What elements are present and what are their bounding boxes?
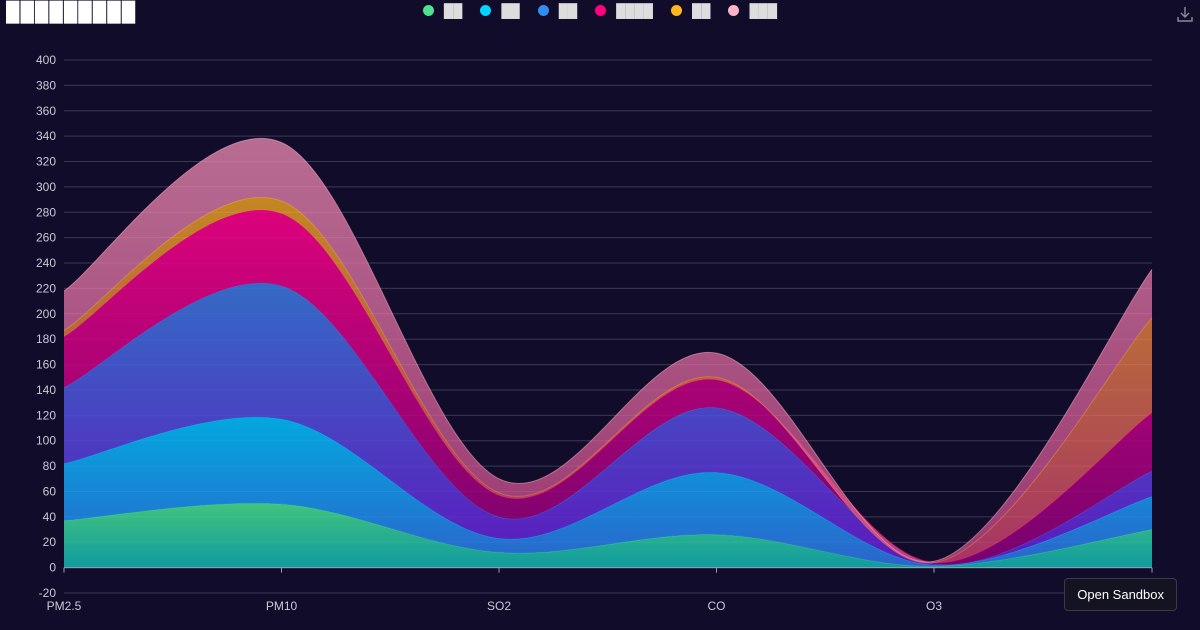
legend-label: ██ (501, 3, 520, 18)
legend-dot (728, 5, 740, 16)
legend-item[interactable]: ██ (480, 3, 520, 18)
x-tick-label: O3 (926, 599, 942, 613)
y-tick-label: 340 (36, 129, 56, 143)
y-tick-label: 360 (36, 104, 56, 118)
y-tick-label: 320 (36, 155, 56, 169)
legend-item[interactable]: ██ (422, 3, 463, 18)
y-tick-label: 300 (36, 180, 56, 194)
chart-title: █████████ (6, 2, 137, 23)
legend-item[interactable]: ██ (537, 3, 578, 18)
y-tick-label: 380 (36, 78, 56, 92)
legend-dot (480, 5, 492, 16)
download-icon[interactable] (1176, 5, 1194, 23)
y-tick-label: 140 (36, 383, 56, 397)
legend-label: ████ (616, 3, 654, 18)
x-tick-label: SO2 (487, 599, 511, 613)
y-tick-label: 80 (43, 459, 57, 473)
chart-legend: ██ ██ ██ ████ ██ ███ (0, 3, 1200, 18)
open-sandbox-button[interactable]: Open Sandbox (1064, 578, 1177, 611)
area-series-3[interactable] (64, 209, 1152, 565)
y-tick-label: -20 (39, 586, 57, 600)
legend-dot (537, 5, 549, 16)
legend-item[interactable]: ████ (595, 3, 653, 18)
area-series-1[interactable] (64, 417, 1152, 567)
legend-item[interactable]: ███ (728, 3, 777, 18)
legend-dot (671, 5, 683, 16)
legend-label: ██ (692, 3, 711, 18)
y-tick-label: 0 (49, 561, 56, 575)
x-tick-label: PM10 (266, 599, 298, 613)
y-tick-label: 160 (36, 358, 56, 372)
y-tick-label: 260 (36, 231, 56, 245)
legend-item[interactable]: ██ (671, 3, 710, 18)
y-tick-label: 200 (36, 307, 56, 321)
area-series-5[interactable] (64, 138, 1152, 563)
area-series-0[interactable] (64, 503, 1152, 568)
y-tick-label: 280 (36, 205, 56, 219)
x-tick-label: PM2.5 (47, 599, 82, 613)
y-tick-label: 180 (36, 332, 56, 346)
legend-dot (422, 5, 434, 16)
legend-label: ██ (558, 3, 578, 18)
y-tick-label: 20 (43, 535, 57, 549)
y-tick-label: 220 (36, 281, 56, 295)
y-tick-label: 120 (36, 408, 56, 422)
y-tick-label: 240 (36, 256, 56, 270)
legend-dot (595, 5, 607, 16)
y-tick-label: 400 (36, 53, 56, 67)
legend-label: ███ (749, 3, 778, 18)
legend-label: ██ (443, 3, 463, 18)
y-tick-label: 60 (43, 484, 57, 498)
y-tick-label: 100 (36, 434, 56, 448)
area-series-2[interactable] (64, 283, 1152, 566)
x-tick-label: CO (708, 599, 726, 613)
series-line-5 (63, 138, 1153, 563)
y-tick-label: 40 (43, 510, 57, 524)
